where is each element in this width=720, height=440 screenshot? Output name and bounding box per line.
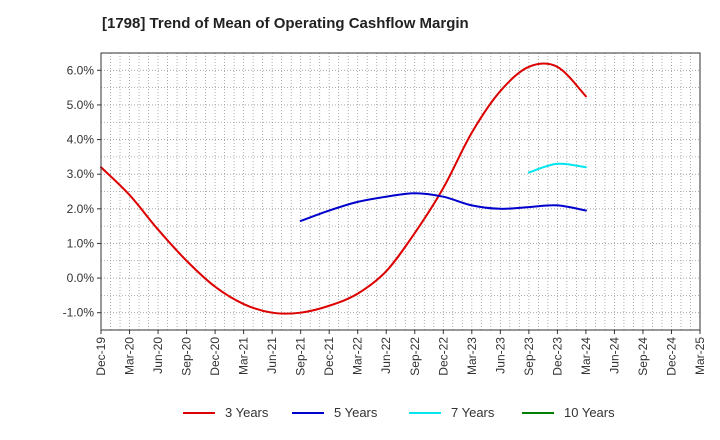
x-tick-label: Mar-24	[579, 337, 593, 375]
legend-swatch	[522, 411, 554, 414]
x-tick-label: Jun-23	[493, 337, 507, 374]
legend-label: 3 Years	[225, 405, 269, 420]
x-tick-label: Jun-22	[379, 337, 393, 374]
y-tick-label: 2.0%	[67, 202, 95, 216]
legend-label: 10 Years	[564, 405, 615, 420]
y-tick-label: 1.0%	[67, 236, 95, 250]
legend: 3 Years 5 Years 7 Years 10 Years	[0, 405, 720, 427]
y-tick-label: 6.0%	[67, 63, 95, 77]
legend-item-7-years: 7 Years	[409, 405, 494, 420]
x-tick-label: Sep-24	[636, 337, 650, 376]
x-tick-label: Mar-25	[693, 337, 707, 375]
legend-item-10-years: 10 Years	[522, 405, 615, 420]
x-tick-label: Dec-22	[436, 337, 450, 376]
x-tick-label: Dec-21	[322, 337, 336, 376]
plot-border	[100, 52, 701, 331]
legend-swatch	[183, 411, 215, 414]
x-tick-label: Mar-23	[465, 337, 479, 375]
tick-labels: -1.0% 0.0% 1.0% 2.0% 3.0% 4.0% 5.0% 6.0% Dec-19 M…	[63, 63, 707, 375]
x-tick-label: Dec-19	[94, 337, 108, 376]
series-line-3-years	[100, 62, 587, 315]
x-tick-label: Jun-20	[151, 337, 165, 374]
x-tick-label: Sep-20	[180, 337, 194, 376]
y-tick-label: 5.0%	[67, 98, 95, 112]
series-line-7-years	[527, 162, 587, 174]
grid-lines	[100, 52, 701, 331]
x-tick-label: Jun-21	[265, 337, 279, 374]
legend-item-5-years: 5 Years	[292, 405, 377, 420]
series-line-5-years	[299, 192, 587, 222]
plot-area	[101, 53, 700, 330]
axes	[97, 52, 701, 334]
x-tick-label: Dec-20	[208, 337, 222, 376]
x-tick-label: Jun-24	[607, 337, 621, 374]
x-tick-label: Sep-22	[408, 337, 422, 376]
x-tick-label: Sep-23	[522, 337, 536, 376]
y-tick-label: -1.0%	[63, 306, 95, 320]
x-tick-label: Dec-23	[550, 337, 564, 376]
x-tick-label: Mar-20	[123, 337, 137, 375]
x-tick-label: Mar-22	[351, 337, 365, 375]
series-lines	[100, 62, 587, 315]
x-tick-label: Dec-24	[664, 337, 678, 376]
x-tick-label: Mar-21	[237, 337, 251, 375]
legend-label: 7 Years	[451, 405, 495, 420]
y-tick-label: 3.0%	[67, 167, 95, 181]
legend-item-3-years: 3 Years	[183, 405, 268, 420]
y-tick-label: 4.0%	[67, 133, 95, 147]
legend-swatch	[409, 411, 441, 414]
x-tick-label: Sep-21	[294, 337, 308, 376]
y-tick-label: 0.0%	[67, 271, 95, 285]
legend-swatch	[292, 411, 324, 414]
chart-title: [1798] Trend of Mean of Operating Cashfl…	[102, 15, 469, 32]
legend-label: 5 Years	[334, 405, 378, 420]
